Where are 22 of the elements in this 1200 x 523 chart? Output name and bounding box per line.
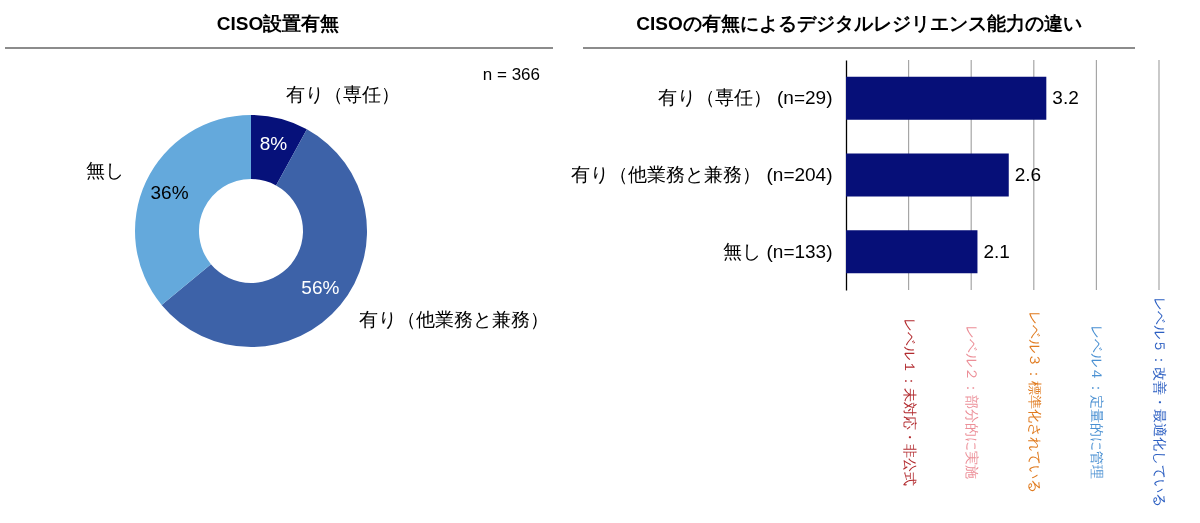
data-label: 3.2 bbox=[1052, 87, 1079, 109]
donut-slice bbox=[135, 115, 251, 305]
text: n = 366 bbox=[482, 65, 540, 84]
chart-title: CISOの有無によるデジタルレジリエンス能力の違い bbox=[636, 13, 1082, 35]
slice-label: 有り（他業務と兼務） bbox=[358, 309, 549, 331]
data-label: 8% bbox=[259, 132, 288, 154]
data-label: 56% bbox=[301, 277, 340, 299]
y-tick-label: 有り（他業務と兼務） (n=204) bbox=[571, 164, 833, 185]
donut-slice bbox=[251, 115, 307, 186]
ref-line-label: レベル２：部分的に実施 bbox=[964, 325, 981, 479]
data-label: 36% bbox=[150, 181, 189, 203]
chart-title: CISO設置有無 bbox=[216, 13, 340, 34]
ref-line-label: レベル４：定量的に管理 bbox=[1089, 325, 1106, 479]
slice-label: 有り（専任） bbox=[285, 84, 400, 106]
y-tick-label: 有り（専任） (n=29) bbox=[657, 87, 833, 109]
ref-line-label: レベル１：未対応・非公式 bbox=[901, 318, 918, 486]
ref-line-label: レベル３：標準化されている bbox=[1026, 311, 1043, 493]
ref-line-label: レベル５：改善・最適化している bbox=[1152, 297, 1168, 507]
data-label: 2.6 bbox=[1014, 164, 1042, 185]
slice-label: 無し bbox=[86, 160, 125, 182]
data-label: 2.1 bbox=[983, 240, 1010, 262]
y-tick-label: 無し (n=133) bbox=[723, 240, 833, 262]
